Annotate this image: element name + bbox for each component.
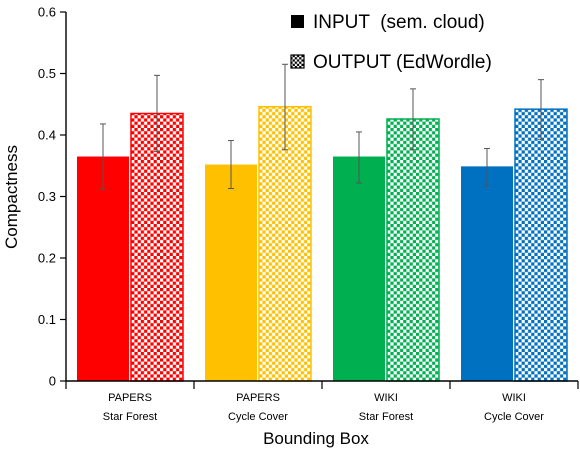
- y-tick-label: 0.5: [38, 66, 56, 81]
- bar-input-3: [461, 166, 513, 381]
- bars-layer: [77, 105, 568, 382]
- bar-input-2: [333, 156, 385, 381]
- y-tick-label: 0.1: [38, 312, 56, 327]
- x-tick-label-line2: Star Forest: [359, 411, 413, 423]
- legend-swatch-input: [291, 15, 304, 28]
- x-tick-label-line2: Cycle Cover: [228, 411, 288, 423]
- bar-output-3: [514, 108, 568, 382]
- legend: INPUT (sem. cloud) OUTPUT (EdWordle): [290, 12, 492, 73]
- bar-input-0: [77, 156, 129, 381]
- y-tick-label: 0: [49, 374, 56, 389]
- legend-label-input: INPUT (sem. cloud): [313, 12, 485, 33]
- bar-input-1: [205, 164, 257, 381]
- x-tick-label-line1: PAPERS: [236, 392, 280, 404]
- error-bars-layer: [100, 63, 544, 190]
- error-bar-output-3: [538, 79, 544, 140]
- bar-output-2: [386, 118, 440, 382]
- bar-output-0: [130, 112, 184, 382]
- error-bar-input-3: [484, 148, 490, 187]
- error-bar-output-1: [282, 63, 288, 151]
- y-axis-title: Compactness: [2, 145, 21, 249]
- x-tick-label-line1: WIKI: [502, 392, 526, 404]
- y-tick-label: 0.3: [38, 189, 56, 204]
- x-tick-label-line2: Star Forest: [103, 411, 157, 423]
- x-tick-label-line1: WIKI: [374, 392, 398, 404]
- error-bar-input-0: [100, 123, 106, 190]
- axes-layer: PAPERS Star Forest PAPERS Cycle Cover WIKI St…: [38, 5, 579, 423]
- x-axis-title: Bounding Box: [263, 429, 369, 448]
- x-tick-label-line1: PAPERS: [108, 392, 152, 404]
- x-tick-label-line2: Cycle Cover: [484, 411, 544, 423]
- y-tick-label: 0.2: [38, 251, 56, 266]
- error-bar-output-2: [410, 88, 416, 151]
- y-tick-label: 0.6: [38, 5, 56, 20]
- error-bar-input-1: [228, 140, 234, 190]
- legend-label-output: OUTPUT (EdWordle): [313, 52, 492, 73]
- legend-swatch-output: [290, 54, 305, 69]
- error-bar-input-2: [356, 131, 362, 184]
- y-tick-label: 0.4: [38, 128, 56, 143]
- bar-output-1: [258, 105, 312, 382]
- error-bar-output-0: [154, 74, 160, 153]
